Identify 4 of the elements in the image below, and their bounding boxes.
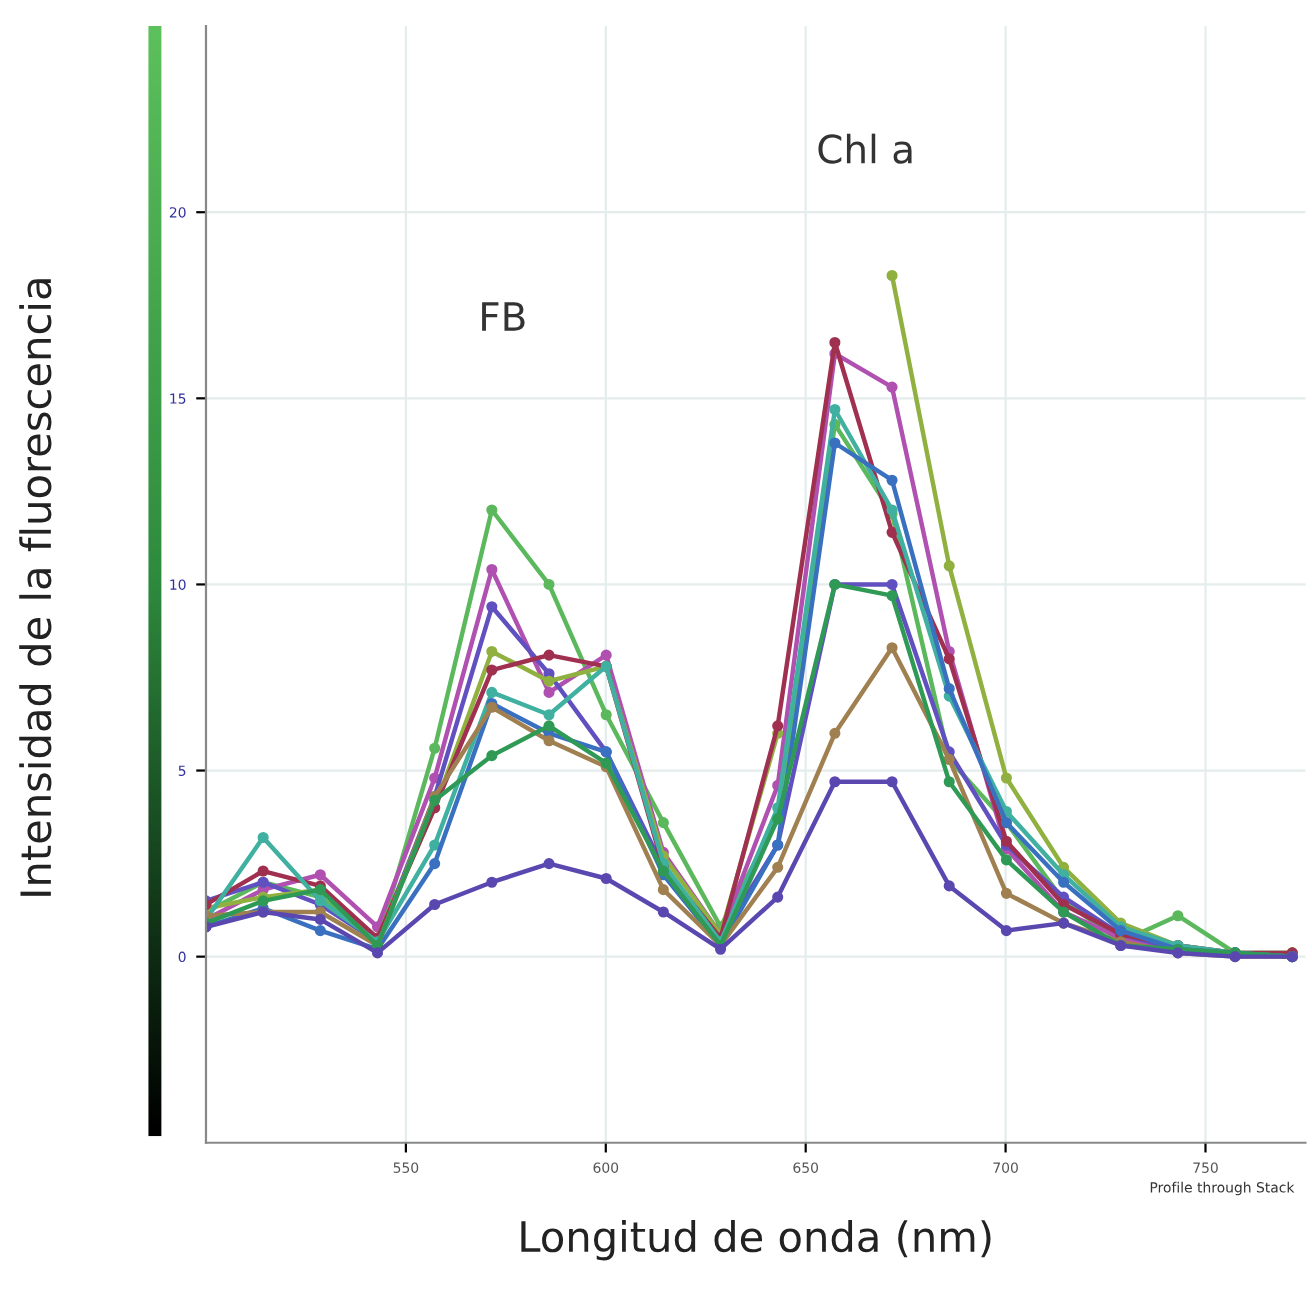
- annotation: Chl a: [818, 133, 912, 164]
- x-axis-title: Longitud de onda (nm): [521, 1220, 991, 1261]
- annotation: FB: [482, 302, 525, 331]
- y-axis-title: Intensidad de la fluorescencia: [19, 279, 52, 896]
